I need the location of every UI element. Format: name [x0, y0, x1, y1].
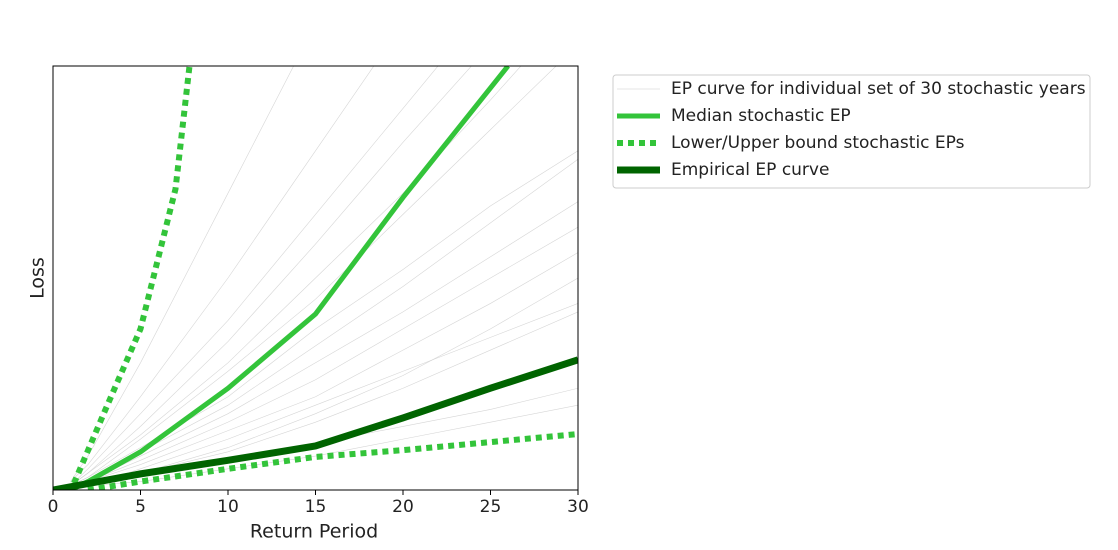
individual-curve [70, 66, 522, 487]
plot-area [53, 66, 578, 490]
y-axis-label: Loss [27, 257, 49, 299]
legend-label: Median stochastic EP [671, 106, 851, 126]
individual-curve [70, 66, 472, 487]
ep-curve [71, 66, 193, 485]
ep-curve [69, 66, 510, 490]
ep-curve [53, 356, 578, 490]
individual-curve [70, 150, 578, 487]
x-tick-label: 0 [48, 497, 59, 517]
legend-label: Lower/Upper bound stochastic EPs [671, 133, 965, 153]
legend-box [612, 74, 1091, 189]
x-tick-label: 30 [567, 497, 589, 517]
individual-curve [70, 66, 557, 487]
legend-label: Empirical EP curve [671, 160, 829, 180]
x-axis-label: Return Period [250, 521, 378, 543]
x-tick-label: 25 [480, 497, 502, 517]
x-tick-label: 10 [217, 497, 239, 517]
legend-label: EP curve for individual set of 30 stocha… [671, 79, 1086, 99]
legend: EP curve for individual set of 30 stocha… [612, 74, 1091, 189]
x-tick-label: 20 [392, 497, 414, 517]
individual-curve [70, 66, 375, 482]
individual-curve [70, 226, 578, 490]
individual-curve [70, 311, 578, 490]
individual-curve [70, 66, 439, 486]
x-tick-label: 5 [135, 497, 146, 517]
x-tick-label: 15 [305, 497, 327, 517]
individual-curve [70, 66, 294, 482]
